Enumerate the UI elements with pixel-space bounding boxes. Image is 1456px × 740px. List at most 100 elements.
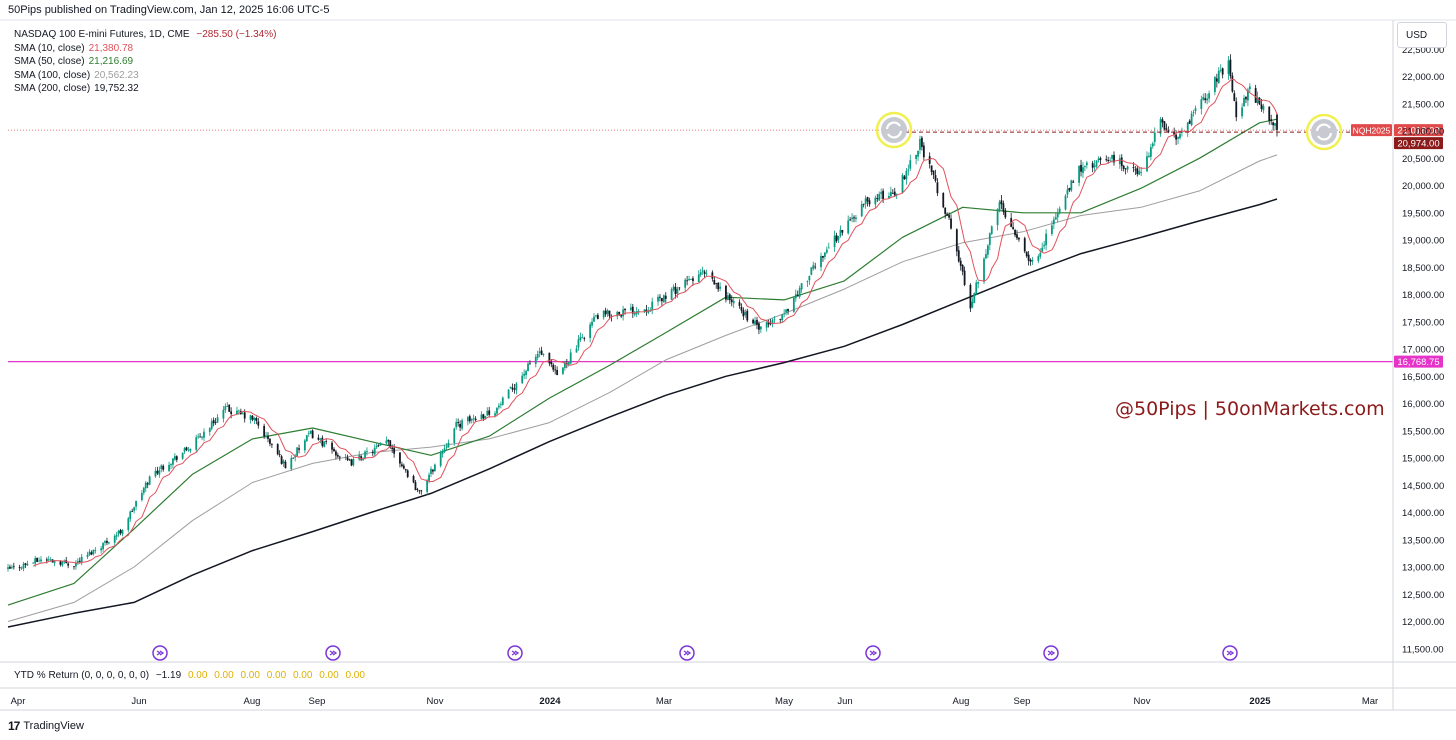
candle-body [501,397,504,405]
legend-sma-100[interactable]: SMA (100, close) 20,562.23 [14,69,276,83]
candle-body [534,356,537,364]
candle-body [1221,68,1224,75]
candle-body [1204,98,1207,101]
candle-body [447,442,450,448]
candle-body [596,314,599,319]
candle [1233,90,1236,102]
candle [189,448,192,454]
candle-body [521,375,524,384]
candle [1097,156,1100,163]
candle-body [1173,131,1176,135]
y-tick-label: 19,000.00 [1402,236,1444,247]
candle [86,551,89,559]
candle-body [948,215,950,218]
candle-body [550,362,553,365]
refresh-icon-arrow [885,121,901,130]
candle [1134,166,1137,175]
candle-body [255,418,258,421]
candle [575,345,578,353]
second-price-label: 20,974.00 [1397,139,1439,150]
candle [1163,121,1166,131]
candle-body [944,207,947,214]
candle [771,318,774,328]
candle [214,418,217,425]
candle [645,304,648,316]
candle [725,284,727,303]
legend-sma-10[interactable]: SMA (10, close) 21,380.78 [14,42,276,56]
candle-body [113,536,116,543]
candle [420,489,423,495]
candle-body [352,458,355,466]
candle-body [1043,244,1046,247]
candle [664,292,667,303]
candle-body [364,451,366,459]
candle [792,295,795,313]
candle-body [529,363,531,365]
candle-body [251,415,254,420]
currency-button[interactable]: USD [1397,22,1447,48]
candle-body [622,309,624,317]
candle-body [591,321,593,326]
candle-body [746,310,749,321]
candle-body [1202,97,1205,100]
candle-body [307,433,310,435]
candle-body [593,316,595,322]
candle [1151,141,1154,149]
candle-body [1246,89,1249,101]
candle [888,192,890,199]
candle-body [432,469,434,472]
candle-body [988,233,991,245]
candle [181,452,184,460]
candle [1146,151,1148,173]
candle [759,326,762,333]
candle [468,414,471,424]
legend-sma-200[interactable]: SMA (200, close) 19,752.32 [14,82,276,96]
candle [1262,103,1265,114]
legend-symbol-row[interactable]: NASDAQ 100 E-mini Futures, 1D, CME −285.… [14,28,276,42]
candle-body [742,310,745,317]
candle-body [565,363,568,365]
candle-body [1231,75,1234,92]
candle [686,275,689,286]
candle-body [1070,180,1073,191]
candle-body [24,563,27,565]
tradingview-brand[interactable]: 17 TradingView [8,719,84,733]
candle-body [284,461,287,469]
candle [676,286,679,298]
candle [907,164,910,176]
candle [1043,240,1046,250]
candle-body [445,446,448,448]
candle-body [1025,251,1028,257]
candle-body [812,265,815,269]
x-tick-label: Nov [1134,696,1151,707]
candle-body [996,209,999,226]
candle [1095,160,1098,168]
candle-body [868,200,871,205]
candle-body [1241,107,1243,117]
legend-sma-50[interactable]: SMA (50, close) 21,216.69 [14,55,276,69]
candle-body [740,306,743,311]
y-tick-label: 11,500.00 [1402,644,1444,655]
candle-body [208,428,211,432]
candle-body [319,438,322,440]
candle [18,564,21,572]
candle-body [645,309,648,312]
candle [307,430,310,437]
candle [765,321,768,332]
indicator-legend[interactable]: YTD % Return (0, 0, 0, 0, 0, 0) −1.19 0.… [14,670,365,681]
candle-body [783,313,786,315]
candle-body [525,371,527,376]
candle [674,283,677,299]
sma-label: SMA (200, close) [14,83,91,95]
x-tick-label: Nov [427,696,444,707]
candle-body [119,529,122,534]
x-tick-label: Sep [1014,696,1031,707]
candle-body [1151,143,1154,147]
candle-body [595,315,597,317]
candle [117,529,120,537]
candle [740,303,743,314]
candle-body [45,559,48,561]
candle [699,268,702,277]
candle [238,409,240,415]
